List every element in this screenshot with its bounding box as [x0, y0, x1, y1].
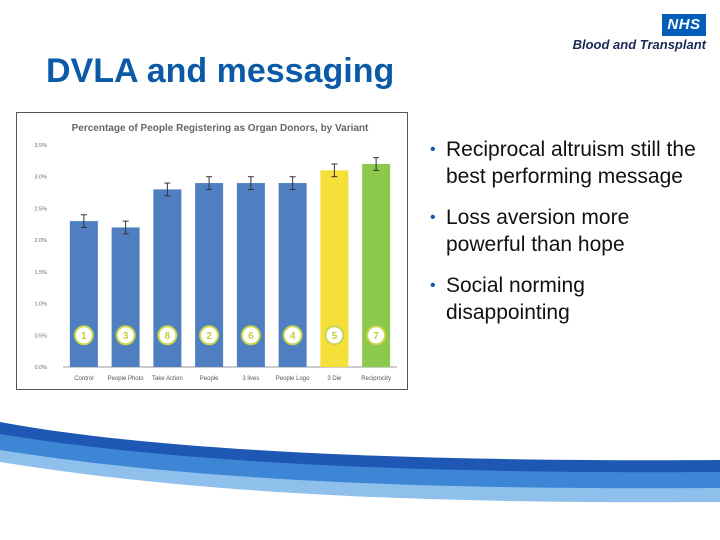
- rank-badge-label: 8: [165, 331, 171, 342]
- rank-badge-label: 6: [248, 331, 254, 342]
- rank-badge-label: 7: [373, 331, 379, 342]
- nhs-logo: NHS Blood and Transplant: [556, 14, 706, 54]
- bullet-text: Loss aversion more powerful than hope: [446, 206, 630, 256]
- bullet-icon: •: [430, 209, 436, 226]
- bullet-list: • Reciprocal altruism still the best perf…: [426, 136, 711, 340]
- bullet-item: • Social norming disappointing: [426, 272, 711, 326]
- rank-badge: [115, 325, 136, 346]
- rank-badge: [240, 325, 261, 346]
- rank-badge-label: 2: [206, 331, 212, 342]
- rank-badge: [157, 325, 178, 346]
- rank-badge: [324, 325, 345, 346]
- rank-badge: [73, 325, 94, 346]
- rank-badge-label: 4: [290, 331, 296, 342]
- bullet-text: Reciprocal altruism still the best perfo…: [446, 138, 696, 188]
- x-tick-label: 3 lives: [242, 376, 259, 382]
- y-tick-label: 3.0%: [34, 175, 47, 181]
- x-tick-label: Take Action: [152, 376, 183, 382]
- bullet-icon: •: [430, 141, 436, 158]
- y-tick-label: 3.5%: [34, 143, 47, 149]
- x-tick-label: People: [200, 376, 219, 382]
- rank-badge: [282, 325, 303, 346]
- chart-frame: Percentage of People Registering as Orga…: [16, 112, 408, 390]
- rank-badge-label: 3: [123, 331, 129, 342]
- swoosh-band-white: [0, 462, 720, 540]
- bullet-text: Social norming disappointing: [446, 274, 585, 324]
- chart-title: Percentage of People Registering as Orga…: [72, 123, 369, 134]
- rank-badge-label: 5: [332, 331, 338, 342]
- x-tick-label: 3 Die: [327, 376, 342, 382]
- decorative-swoosh: [0, 422, 720, 540]
- rank-badge: [366, 325, 387, 346]
- bullet-item: • Reciprocal altruism still the best perf…: [426, 136, 711, 190]
- bullet-icon: •: [430, 277, 436, 294]
- nhs-logo-box: NHS: [662, 14, 706, 36]
- bullet-item: • Loss aversion more powerful than hope: [426, 204, 711, 258]
- slide-title: DVLA and messaging: [46, 52, 395, 90]
- x-tick-label: People Photo: [108, 376, 145, 382]
- bar-chart: Percentage of People Registering as Orga…: [34, 123, 397, 382]
- y-tick-label: 1.5%: [34, 270, 47, 276]
- x-tick-label: People Logo: [276, 376, 310, 382]
- rank-badge: [199, 325, 220, 346]
- x-tick-label: Control: [74, 376, 93, 382]
- y-tick-label: 2.5%: [34, 206, 47, 212]
- organisation-name: Blood and Transplant: [572, 37, 706, 52]
- rank-badge-label: 1: [81, 331, 87, 342]
- y-tick-label: 0.0%: [34, 365, 47, 371]
- x-tick-label: Reciprocity: [361, 376, 391, 382]
- bar: [111, 227, 140, 367]
- y-tick-label: 1.0%: [34, 302, 47, 308]
- y-tick-label: 2.0%: [34, 238, 47, 244]
- y-tick-label: 0.5%: [34, 333, 47, 339]
